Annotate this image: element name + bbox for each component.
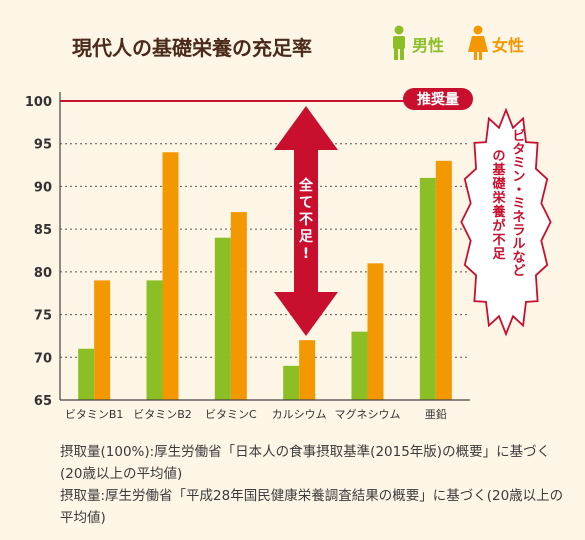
y-tick-label: 85	[34, 223, 52, 238]
x-tick-label: 亜鉛	[425, 407, 447, 421]
double-arrow: 全て不足!	[274, 106, 338, 336]
reference-label: 推奨量	[403, 88, 473, 110]
legend: 男性 女性	[393, 25, 524, 60]
bar-female	[435, 160, 452, 400]
nutrition-chart-svg: 現代人の基礎栄養の充足率 男性 女性 65 70 75 80 85 90 95 100 ビタミ…	[25, 25, 552, 421]
bars	[78, 152, 452, 400]
y-tick-label: 70	[34, 351, 52, 366]
bar-male	[283, 365, 300, 400]
bar-male	[146, 280, 163, 400]
female-icon	[468, 25, 488, 60]
male-icon	[393, 25, 405, 60]
bar-female	[299, 340, 316, 400]
y-tick-label: 75	[34, 309, 52, 324]
x-tick-label: ビタミンC	[205, 408, 257, 421]
legend-female-label: 女性	[492, 36, 524, 55]
bar-male	[419, 177, 436, 400]
bar-female	[230, 212, 247, 400]
y-tick-label: 90	[34, 180, 52, 195]
burst-line: の基礎栄養が不足	[491, 149, 506, 262]
source-note-2: 摂取量:厚生労働省「平成28年国民健康栄養調査結果の概要」に基づく(20歳以上の…	[60, 488, 564, 526]
bar-male	[78, 348, 95, 400]
bar-female	[94, 280, 111, 400]
bar-female	[162, 152, 179, 400]
source-note-1: 摂取量(100%):厚生労働省「日本人の食事摂取基準(2015年版)の概要」に基…	[60, 444, 551, 482]
grid	[60, 143, 470, 358]
legend-male-label: 男性	[412, 36, 444, 55]
y-tick-label: 95	[34, 138, 52, 153]
arrow-text: 全て不足!	[298, 177, 314, 262]
y-tick-label: 80	[34, 266, 52, 281]
bar-male	[214, 237, 231, 400]
x-tick-label: カルシウム	[272, 408, 327, 421]
x-tick-label: ビタミンB2	[133, 408, 192, 421]
x-tick-label: マグネシウム	[335, 407, 401, 421]
bar-female	[367, 263, 384, 400]
y-tick-label: 65	[34, 394, 52, 409]
chart-title: 現代人の基礎栄養の充足率	[72, 36, 312, 60]
y-axis-ticks: 65 70 75 80 85 90 95 100	[25, 95, 52, 409]
reference-label-text: 推奨量	[417, 91, 459, 108]
x-axis-ticks: ビタミンB1 ビタミンB2 ビタミンC カルシウム マグネシウム 亜鉛	[65, 407, 447, 421]
x-tick-label: ビタミンB1	[65, 408, 124, 421]
bar-male	[351, 331, 368, 400]
burst-line: ビタミン・ミネラルなど	[512, 128, 525, 279]
y-tick-label: 100	[25, 95, 52, 110]
